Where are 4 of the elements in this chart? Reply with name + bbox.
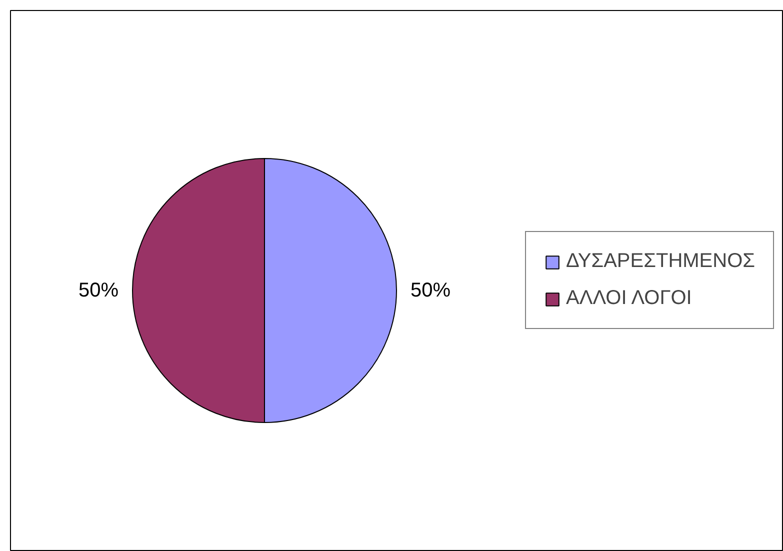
data-label: 50% bbox=[410, 280, 451, 302]
legend-label: ΔΥΣΑΡΕΣΤΗΜΕΝΟΣ bbox=[566, 250, 755, 273]
legend-label: ΑΛΛΟΙ ΛΟΓΟΙ bbox=[566, 287, 692, 310]
data-label: 50% bbox=[78, 280, 119, 302]
